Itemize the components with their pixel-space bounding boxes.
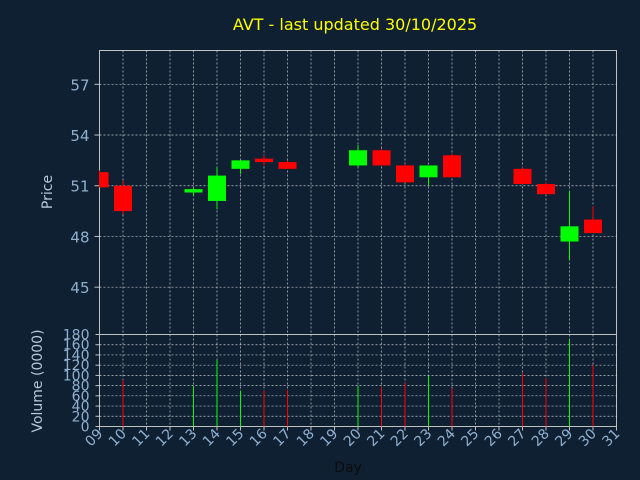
x-tick-label: 13 [176,426,200,450]
candle-body [231,160,250,169]
candle-body [560,226,579,242]
x-tick-label: 31 [599,426,623,450]
candle-body [208,175,226,201]
candle-body [184,189,203,193]
volume-bars [122,339,594,427]
volume-tick-label: 20 [72,409,90,425]
volume-tick-label: 40 [72,399,90,415]
price-axis-label: Price [40,175,56,209]
price-tick-label: 57 [70,76,89,94]
chart-title: AVT - last updated 30/10/2025 [233,15,477,34]
x-tick-label: 16 [247,426,271,450]
volume-tick-label: 80 [72,379,90,395]
candle-body [349,150,367,166]
candles [99,145,602,261]
x-tick-label: 22 [388,426,412,450]
volume-tick-label: 180 [63,328,90,344]
candle-body [584,219,602,234]
x-tick-label: 30 [576,426,600,450]
x-tick-label: 12 [153,426,177,450]
x-tick-label: 11 [129,426,153,450]
volume-tick-label: 160 [63,338,90,354]
x-tick-label: 25 [458,426,482,450]
price-tick-label: 48 [70,228,89,246]
x-axis-label: Day [334,460,362,476]
candle-body [443,155,461,178]
price-tick-label: 51 [70,178,89,196]
candle-body [372,150,391,166]
candle-body [114,185,132,212]
price-tick-label: 54 [70,127,89,145]
x-tick-label: 14 [200,426,224,450]
x-tick-label: 20 [341,426,365,450]
volume-tick-label: 100 [63,368,90,384]
x-tick-label: 10 [106,426,130,450]
price-axis: 45 48 51 54 57 [70,76,100,297]
x-tick-label: 28 [529,426,553,450]
x-tick-label: 18 [294,426,318,450]
candle-body [537,184,555,195]
candle-body [278,162,297,169]
x-tick-label: 26 [482,426,506,450]
x-tick-label: 19 [317,426,341,450]
x-tick-label: 21 [364,426,388,450]
x-tick-label: 24 [435,426,459,450]
x-tick-label: 23 [411,426,435,450]
volume-tick-label: 0 [81,420,90,436]
x-tick-label: 15 [223,426,247,450]
x-tick-label: 27 [505,426,529,450]
candle-body [99,172,109,188]
candle-body [513,168,532,185]
x-axis: 09 10 11 12 13 14 15 16 17 18 19 20 21 22 23 24 25 26 27 28… [82,426,623,450]
x-tick-label: 17 [270,426,294,450]
volume-tick-label: 60 [72,389,90,405]
candle-body [255,158,273,163]
volume-tick-label: 140 [63,348,90,364]
price-tick-label: 45 [70,279,89,297]
volume-axis-label: Volume (0000) [30,329,46,432]
candle-body [396,165,414,183]
x-tick-label: 29 [552,426,576,450]
volume-tick-label: 120 [63,358,90,374]
candle-body [419,165,438,178]
